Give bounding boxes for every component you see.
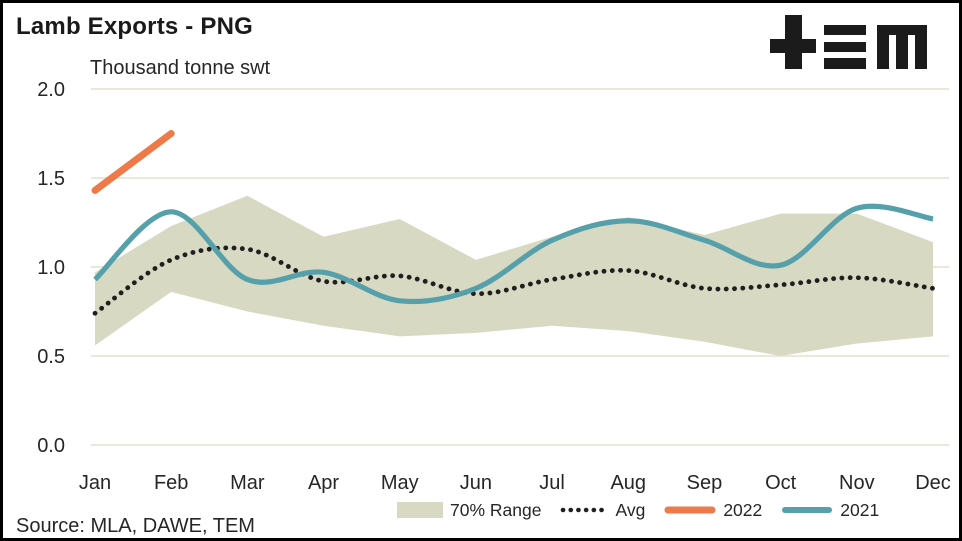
legend-item-2021: 2021 bbox=[781, 500, 879, 521]
x-tick-label: Oct bbox=[765, 472, 797, 494]
x-tick-label: Jun bbox=[460, 472, 492, 494]
y-axis-units-label: Thousand tonne swt bbox=[90, 57, 271, 79]
chart-plot-area: 0.0 0.5 1.0 1.5 2.0 Jan Feb Mar Apr May Jun Jul Aug S… bbox=[37, 79, 951, 494]
x-tick-label: Nov bbox=[839, 472, 875, 494]
x-tick-label: Mar bbox=[230, 472, 265, 494]
x-tick-label: May bbox=[381, 472, 419, 494]
y-tick-label: 1.5 bbox=[37, 168, 65, 190]
line-2022 bbox=[91, 130, 175, 194]
legend-item-range: 70% Range bbox=[397, 500, 541, 521]
range-swatch-icon bbox=[397, 502, 443, 518]
legend-label-range: 70% Range bbox=[450, 499, 542, 520]
x-tick-label: Dec bbox=[915, 472, 951, 494]
page-title: Lamb Exports - PNG bbox=[16, 13, 253, 40]
x-tick-label: Jul bbox=[539, 472, 565, 494]
avg-line bbox=[92, 245, 936, 316]
legend-item-2022: 2022 bbox=[664, 500, 762, 521]
x-tick-label: Aug bbox=[610, 472, 646, 494]
tem-logo-icon bbox=[770, 15, 927, 69]
legend-label-2022: 2022 bbox=[723, 499, 763, 520]
range-band bbox=[95, 195, 933, 356]
y-tick-label: 0.0 bbox=[37, 435, 65, 457]
line-2021 bbox=[93, 203, 934, 305]
y-tick-label: 1.0 bbox=[37, 257, 65, 279]
legend-label-2021: 2021 bbox=[840, 499, 880, 520]
y-tick-label: 0.5 bbox=[37, 346, 65, 368]
y-tick-label: 2.0 bbox=[37, 79, 65, 101]
x-tick-label: Jan bbox=[79, 472, 111, 494]
legend-item-avg: Avg bbox=[560, 500, 645, 521]
x-tick-label: Sep bbox=[687, 472, 723, 494]
legend-label-avg: Avg bbox=[615, 499, 646, 520]
chart-legend: 70% Range Avg 2022 2021 bbox=[397, 497, 879, 523]
x-tick-label: Feb bbox=[154, 472, 188, 494]
line-2022-icon bbox=[664, 506, 716, 514]
avg-dotted-line-icon bbox=[561, 507, 609, 513]
line-2021-icon bbox=[782, 507, 833, 513]
x-tick-label: Apr bbox=[308, 472, 339, 494]
tem-logo bbox=[769, 14, 927, 76]
source-note: Source: MLA, DAWE, TEM bbox=[16, 515, 255, 537]
